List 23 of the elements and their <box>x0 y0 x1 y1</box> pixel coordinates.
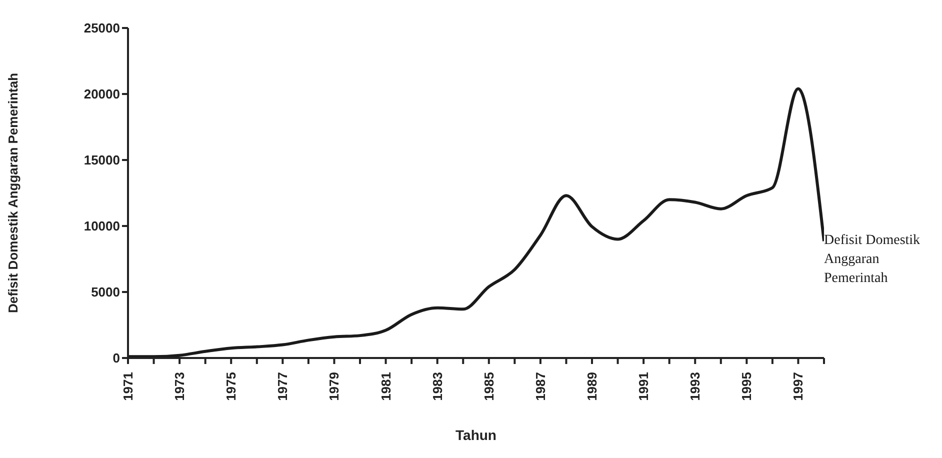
x-tick-label: 1983 <box>430 372 445 401</box>
y-tick-label: 10000 <box>84 218 120 234</box>
series-label: Defisit Domestik Anggaran Pemerintah <box>824 232 922 288</box>
y-tick-label: 25000 <box>84 20 120 36</box>
x-tick-label: 1979 <box>326 372 342 401</box>
x-axis-title: Tahun <box>456 426 496 443</box>
x-tick-label: 1995 <box>739 372 754 401</box>
x-tick-label: 1991 <box>636 372 652 401</box>
x-tick-label: 1985 <box>481 372 496 401</box>
x-tick-label: 1975 <box>224 372 239 401</box>
y-tick-label: 5000 <box>91 284 120 300</box>
y-axis-title: Defisit Domestik Anggaran Pemerintah <box>6 72 21 314</box>
x-tick-label: 1993 <box>688 372 703 401</box>
x-tick-label: 1973 <box>172 372 188 401</box>
x-tick-label: 1989 <box>584 372 600 401</box>
y-tick-label: 15000 <box>84 152 120 168</box>
x-tick-label: 1987 <box>532 372 548 401</box>
y-tick-label: 20000 <box>84 86 120 102</box>
x-tick-label: 1977 <box>275 372 290 401</box>
y-tick-label: 0 <box>112 350 120 366</box>
x-tick-label: 1981 <box>378 372 394 401</box>
x-tick-label: 1971 <box>120 372 136 401</box>
x-tick-label: 1997 <box>790 372 806 401</box>
